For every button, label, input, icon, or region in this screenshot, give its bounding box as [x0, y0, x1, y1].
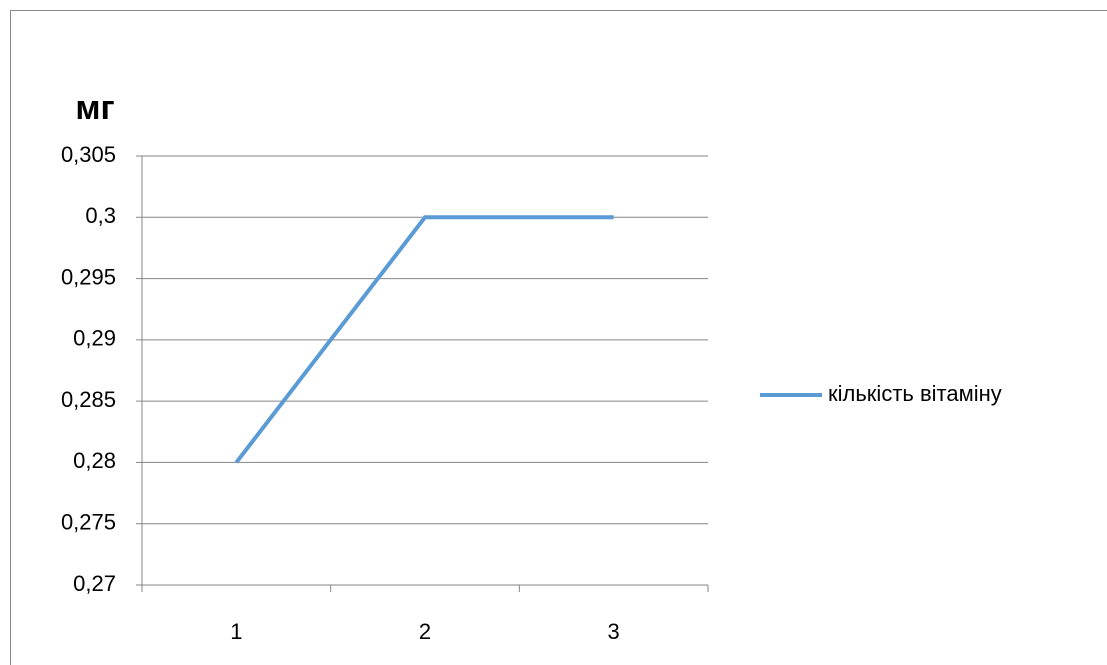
x-tick-label: 1 [230, 619, 242, 644]
data-line [234, 215, 614, 464]
y-tick-label: 0,295 [61, 264, 116, 289]
y-tick-label: 0,27 [73, 571, 116, 596]
y-tick-label: 0,29 [73, 326, 116, 351]
chart-border [10, 10, 1107, 665]
x-tick-label: 3 [608, 619, 620, 644]
y-tick-label: 0,275 [61, 510, 116, 535]
y-tick-label: 0,305 [61, 142, 116, 167]
y-axis-title: мг [75, 89, 114, 127]
y-tick-label: 0,285 [61, 387, 116, 412]
x-tick-label: 2 [419, 619, 431, 644]
y-tick-label: 0,28 [73, 448, 116, 473]
legend-label: кількість вітаміну [828, 381, 1002, 406]
y-tick-label: 0,3 [85, 203, 116, 228]
